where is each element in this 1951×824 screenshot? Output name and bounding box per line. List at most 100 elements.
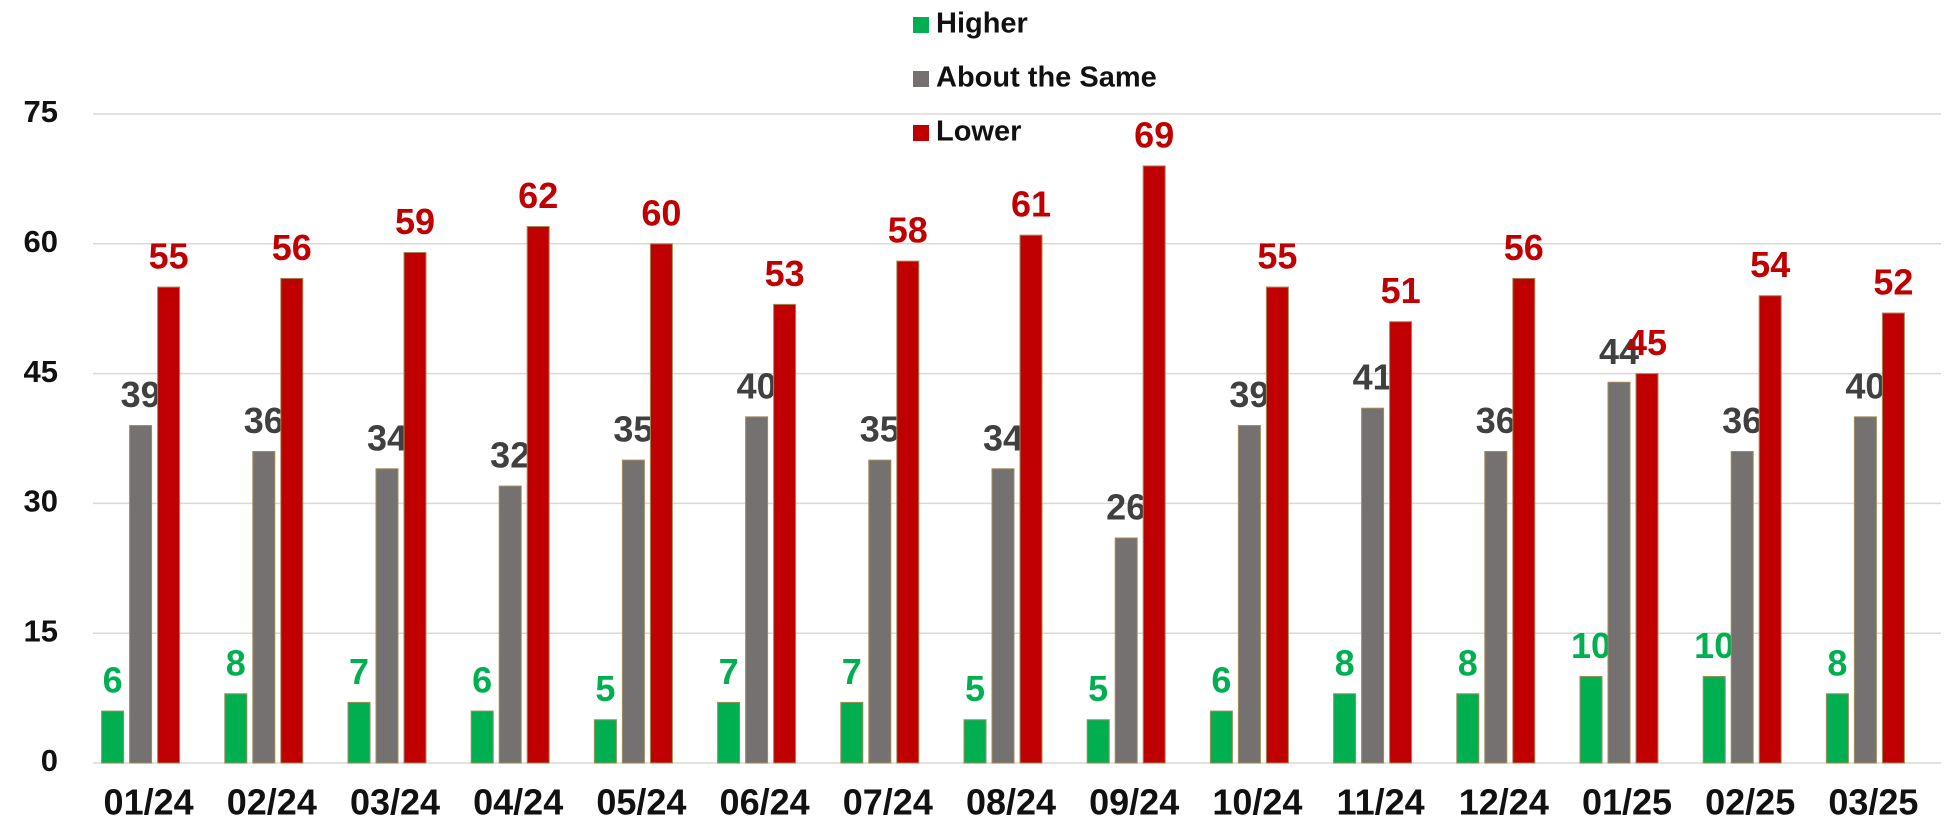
x-tick-label: 02/25 xyxy=(1705,782,1795,823)
bar xyxy=(963,719,987,764)
x-tick-label: 01/25 xyxy=(1582,782,1672,823)
data-label: 26 xyxy=(1106,487,1146,528)
data-label: 60 xyxy=(641,192,681,233)
bar xyxy=(157,286,181,764)
y-tick-label: 45 xyxy=(24,354,58,389)
legend-label: Higher xyxy=(936,8,1028,40)
y-tick-label: 60 xyxy=(24,224,58,259)
data-label: 40 xyxy=(737,365,777,406)
bar xyxy=(1237,425,1261,764)
data-label: 34 xyxy=(983,417,1023,458)
bar xyxy=(1702,675,1726,764)
data-label: 7 xyxy=(349,651,369,692)
bar xyxy=(526,225,550,764)
bar xyxy=(868,459,892,764)
legend-swatch xyxy=(913,71,929,87)
bar xyxy=(840,701,864,764)
data-label: 8 xyxy=(1827,642,1847,683)
data-label: 36 xyxy=(1722,400,1762,441)
data-label: 55 xyxy=(149,236,189,277)
bar xyxy=(1086,719,1110,764)
bar xyxy=(252,450,276,764)
data-label: 56 xyxy=(272,227,312,268)
bar xyxy=(498,485,522,764)
data-label: 6 xyxy=(103,660,123,701)
data-label: 41 xyxy=(1353,357,1393,398)
bar xyxy=(1142,165,1166,764)
bar xyxy=(403,251,427,764)
legend-label: Lower xyxy=(936,116,1021,148)
data-label: 32 xyxy=(490,435,530,476)
x-tick-label: 06/24 xyxy=(720,782,810,823)
data-label: 5 xyxy=(965,668,985,709)
bar xyxy=(280,277,304,764)
bar xyxy=(101,710,125,764)
y-tick-label: 75 xyxy=(24,94,58,129)
bar xyxy=(649,243,673,764)
bar xyxy=(1512,277,1536,764)
bar xyxy=(347,701,371,764)
x-tick-label: 02/24 xyxy=(227,782,317,823)
data-label: 35 xyxy=(613,409,653,450)
bar xyxy=(621,459,645,764)
bar xyxy=(1209,710,1233,764)
bar xyxy=(717,701,741,764)
bar xyxy=(1389,321,1413,764)
data-label: 56 xyxy=(1504,227,1544,268)
bar xyxy=(1730,450,1754,764)
data-label: 40 xyxy=(1845,365,1885,406)
y-tick-label: 0 xyxy=(41,743,58,778)
bar xyxy=(1607,381,1631,764)
data-label: 44 xyxy=(1599,331,1639,372)
data-label: 34 xyxy=(367,417,407,458)
bar xyxy=(1019,234,1043,764)
bar xyxy=(1579,675,1603,764)
legend-swatch xyxy=(913,17,929,33)
bar xyxy=(896,260,920,764)
bar xyxy=(1456,693,1480,764)
data-label: 6 xyxy=(1211,660,1231,701)
data-label: 36 xyxy=(1476,400,1516,441)
x-tick-label: 03/24 xyxy=(350,782,440,823)
bar xyxy=(1635,373,1659,764)
data-label: 69 xyxy=(1134,114,1174,155)
data-label: 54 xyxy=(1750,244,1790,285)
data-label: 39 xyxy=(121,374,161,415)
data-label: 6 xyxy=(472,660,492,701)
bar xyxy=(745,416,769,764)
x-tick-label: 03/25 xyxy=(1828,782,1918,823)
bar xyxy=(1333,693,1357,764)
bar xyxy=(1265,286,1289,764)
data-label: 8 xyxy=(226,642,246,683)
bar xyxy=(1853,416,1877,764)
data-label: 5 xyxy=(595,668,615,709)
data-label: 10 xyxy=(1571,625,1611,666)
data-label: 10 xyxy=(1694,625,1734,666)
data-label: 55 xyxy=(1257,236,1297,277)
legend-label: About the Same xyxy=(936,62,1157,94)
data-label: 36 xyxy=(244,400,284,441)
x-tick-label: 09/24 xyxy=(1089,782,1179,823)
bar xyxy=(1361,407,1385,764)
bar xyxy=(470,710,494,764)
x-tick-label: 01/24 xyxy=(104,782,194,823)
bar xyxy=(129,425,153,764)
x-tick-label: 07/24 xyxy=(843,782,933,823)
data-label: 52 xyxy=(1873,262,1913,303)
y-tick-label: 30 xyxy=(24,484,58,519)
data-label: 35 xyxy=(860,409,900,450)
bar xyxy=(991,468,1015,764)
x-tick-label: 08/24 xyxy=(966,782,1056,823)
data-label: 59 xyxy=(395,201,435,242)
x-tick-label: 05/24 xyxy=(596,782,686,823)
x-tick-label: 11/24 xyxy=(1337,782,1425,823)
data-label: 39 xyxy=(1229,374,1269,415)
bar xyxy=(375,468,399,764)
data-label: 5 xyxy=(1088,668,1108,709)
data-label: 7 xyxy=(719,651,739,692)
bar xyxy=(224,693,248,764)
bar xyxy=(593,719,617,764)
data-label: 7 xyxy=(842,651,862,692)
data-label: 8 xyxy=(1458,642,1478,683)
